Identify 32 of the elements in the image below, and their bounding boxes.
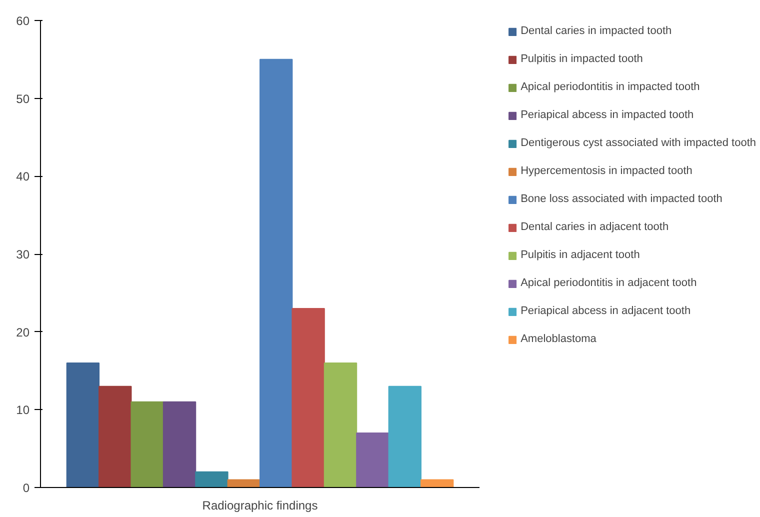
- legend-label: Bone loss associated with impacted tooth: [520, 192, 722, 206]
- bar: [260, 58, 293, 488]
- y-tick-label: 30: [16, 248, 30, 262]
- legend-label: Apical periodontitis in adjacent tooth: [520, 276, 697, 290]
- bar: [98, 386, 132, 488]
- bar: [356, 432, 390, 488]
- legend-label: Ameloblastoma: [520, 332, 596, 346]
- y-tick-label: 40: [16, 170, 30, 184]
- y-tick-label: 20: [16, 325, 30, 340]
- legend-label: Hypercementosis in impacted tooth: [520, 164, 692, 178]
- legend-label: Dental caries in impacted tooth: [520, 24, 672, 38]
- x-tick-label: Radiographic findings: [202, 498, 318, 512]
- y-tick-label: 60: [16, 14, 30, 28]
- legend-label: Dental caries in adjacent tooth: [520, 220, 669, 234]
- bar: [66, 362, 100, 488]
- bar: [292, 308, 325, 488]
- legend-label: Periapical abcess in impacted tooth: [520, 108, 694, 122]
- bar: [388, 386, 422, 488]
- legend-label: Apical periodontitis in impacted tooth: [520, 80, 700, 94]
- bar: [227, 479, 261, 488]
- bar: [130, 401, 164, 488]
- bar: [195, 471, 228, 488]
- legend-label: Pulpitis in impacted tooth: [520, 52, 643, 66]
- bar: [324, 362, 358, 488]
- y-tick-label: 10: [16, 403, 30, 418]
- legend-label: Dentigerous cyst associated with impacted tooth: [520, 136, 756, 150]
- bar: [420, 479, 454, 488]
- legend-label: Periapical abcess in adjacent tooth: [520, 304, 691, 318]
- y-tick-label: 50: [16, 92, 30, 106]
- legend-label: Pulpitis in adjacent tooth: [520, 248, 640, 262]
- y-tick-label: 0: [22, 481, 30, 495]
- bar: [162, 401, 196, 488]
